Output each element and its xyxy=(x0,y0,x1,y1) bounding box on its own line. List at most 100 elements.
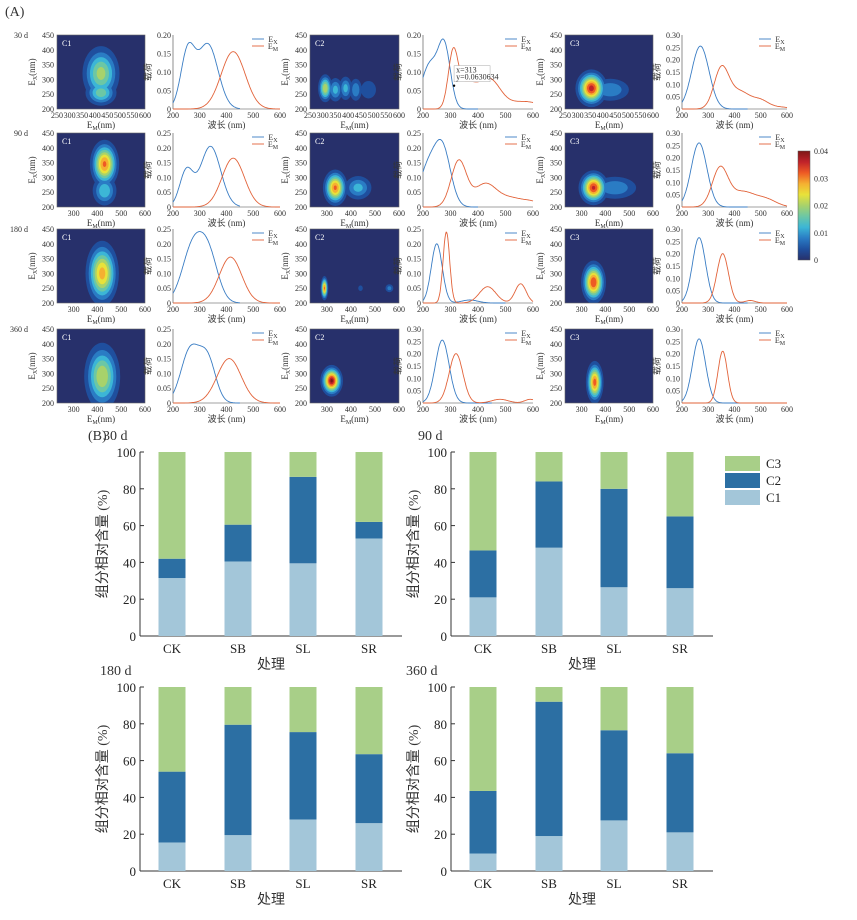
y-tick-label: 0.15 xyxy=(407,159,421,168)
y-tick-label: 450 xyxy=(550,225,562,234)
y-tick-label: 0.10 xyxy=(157,68,171,77)
ex-loading-line xyxy=(681,45,748,110)
heatmap-frame xyxy=(309,228,400,304)
component-label: C1 xyxy=(62,333,71,342)
x-tick-label: 300 xyxy=(194,305,206,314)
loading-x-label: 波长 (nm) xyxy=(208,313,246,324)
x-tick-label: 600 xyxy=(647,305,659,314)
legend-ex-label: EX xyxy=(775,329,785,340)
heatmap-contours xyxy=(89,139,120,206)
datatip-box xyxy=(453,65,491,82)
bar-segment-C3-SR xyxy=(355,452,383,522)
x-tick-label: 250 xyxy=(304,111,316,120)
contour-level xyxy=(591,185,596,190)
y-tick-label: 0.15 xyxy=(407,362,421,371)
bar-chart-title: 90 d xyxy=(418,429,443,444)
y-tick-label: 250 xyxy=(295,90,307,99)
x-tick-label: 300 xyxy=(194,405,206,414)
y-tick-label: 0 xyxy=(167,203,171,212)
y-tick-label: 0.20 xyxy=(157,340,171,349)
bar-segment-C2-SR xyxy=(666,753,694,833)
y-tick-label: 300 xyxy=(295,173,307,182)
y-tick-label: 250 xyxy=(42,284,54,293)
eem-heatmap-C1: C1 xyxy=(56,132,146,208)
y-tick-label: 0 xyxy=(676,203,680,212)
heatmap-frame xyxy=(564,34,654,110)
y-tick-label: 0 xyxy=(417,399,421,408)
loading-y-label: 载荷 xyxy=(142,357,153,375)
x-tick-label: 500 xyxy=(247,111,259,120)
component-label: C1 xyxy=(62,233,71,242)
y-tick-label: 0.10 xyxy=(407,68,421,77)
ex-loading-line xyxy=(681,237,748,304)
legend-label-C1: C1 xyxy=(766,490,781,505)
y-tick-label: 350 xyxy=(295,255,307,264)
legend-em-label: EM xyxy=(775,42,786,53)
bar-segment-C1-SL xyxy=(289,563,317,636)
y-tick-label: 80 xyxy=(123,482,136,497)
component-label: C2 xyxy=(315,233,324,242)
bar-segment-C1-SB xyxy=(224,561,252,636)
legend-ex-label: EX xyxy=(521,35,531,46)
x-tick-label: 200 xyxy=(417,111,429,120)
x-tick-label: CK xyxy=(474,876,493,891)
loading-chart-C3 xyxy=(681,329,787,404)
eem-x-label: EM(nm) xyxy=(595,120,623,132)
y-tick-label: 400 xyxy=(295,340,307,349)
x-tick-label: 500 xyxy=(623,405,635,414)
loading-chart-C2 xyxy=(422,35,534,110)
x-tick-label: 600 xyxy=(274,405,286,414)
x-tick-label: 500 xyxy=(369,305,381,314)
x-tick-label: SR xyxy=(672,641,688,656)
colorbar-tick-label: 0.02 xyxy=(814,202,828,211)
y-tick-label: 0.15 xyxy=(666,166,680,175)
x-tick-label: 600 xyxy=(274,305,286,314)
bar-segment-C2-CK xyxy=(469,550,497,598)
eem-y-label: EX(nm) xyxy=(27,156,39,183)
datatip-marker xyxy=(452,84,456,87)
x-tick-label: 200 xyxy=(167,405,179,414)
y-tick-label: 300 xyxy=(42,173,54,182)
row-time-label: 30 d xyxy=(14,31,28,40)
y-tick-label: 300 xyxy=(295,369,307,378)
y-tick-label: 350 xyxy=(42,159,54,168)
x-tick-label: 400 xyxy=(345,405,357,414)
y-tick-label: 0.10 xyxy=(157,369,171,378)
y-tick-label: 0.20 xyxy=(666,250,680,259)
x-tick-label: CK xyxy=(474,641,493,656)
heatmap-background xyxy=(565,329,653,403)
x-tick-label: 200 xyxy=(676,111,688,120)
legend-ex-label: EX xyxy=(775,229,785,240)
x-tick-label: 500 xyxy=(247,405,259,414)
loading-y-label: 载荷 xyxy=(651,257,662,275)
bar-segment-C2-SB xyxy=(535,481,563,548)
em-loading-line xyxy=(682,350,787,404)
y-tick-label: 0.30 xyxy=(666,225,680,234)
component-label: C1 xyxy=(62,137,71,146)
eem-x-label: EM(nm) xyxy=(340,218,368,230)
y-tick-label: 200 xyxy=(550,105,562,114)
x-tick-label: 500 xyxy=(500,405,512,414)
y-tick-label: 300 xyxy=(42,369,54,378)
x-tick-label: 550 xyxy=(126,111,138,120)
x-tick-label: 200 xyxy=(417,405,429,414)
eem-x-label: EM(nm) xyxy=(87,314,115,326)
x-tick-label: 200 xyxy=(167,305,179,314)
heatmap-contours xyxy=(318,74,376,103)
component-label: C3 xyxy=(570,39,579,48)
x-tick-label: 400 xyxy=(599,209,611,218)
y-tick-label: 0.20 xyxy=(407,31,421,40)
bar-chart-90d xyxy=(450,451,713,637)
ex-loading-line xyxy=(172,231,240,304)
x-tick-label: 200 xyxy=(676,305,688,314)
y-tick-label: 0.25 xyxy=(666,141,680,150)
x-tick-label: 400 xyxy=(345,209,357,218)
loading-x-label: 波长 (nm) xyxy=(208,217,246,228)
x-tick-label: SL xyxy=(606,641,621,656)
y-tick-label: 0.10 xyxy=(666,178,680,187)
bar-chart-title: 360 d xyxy=(406,664,438,679)
y-tick-label: 300 xyxy=(550,269,562,278)
y-tick-label: 0.05 xyxy=(157,188,171,197)
legend-ex-label: EX xyxy=(268,229,278,240)
legend-label-C2: C2 xyxy=(766,473,781,488)
